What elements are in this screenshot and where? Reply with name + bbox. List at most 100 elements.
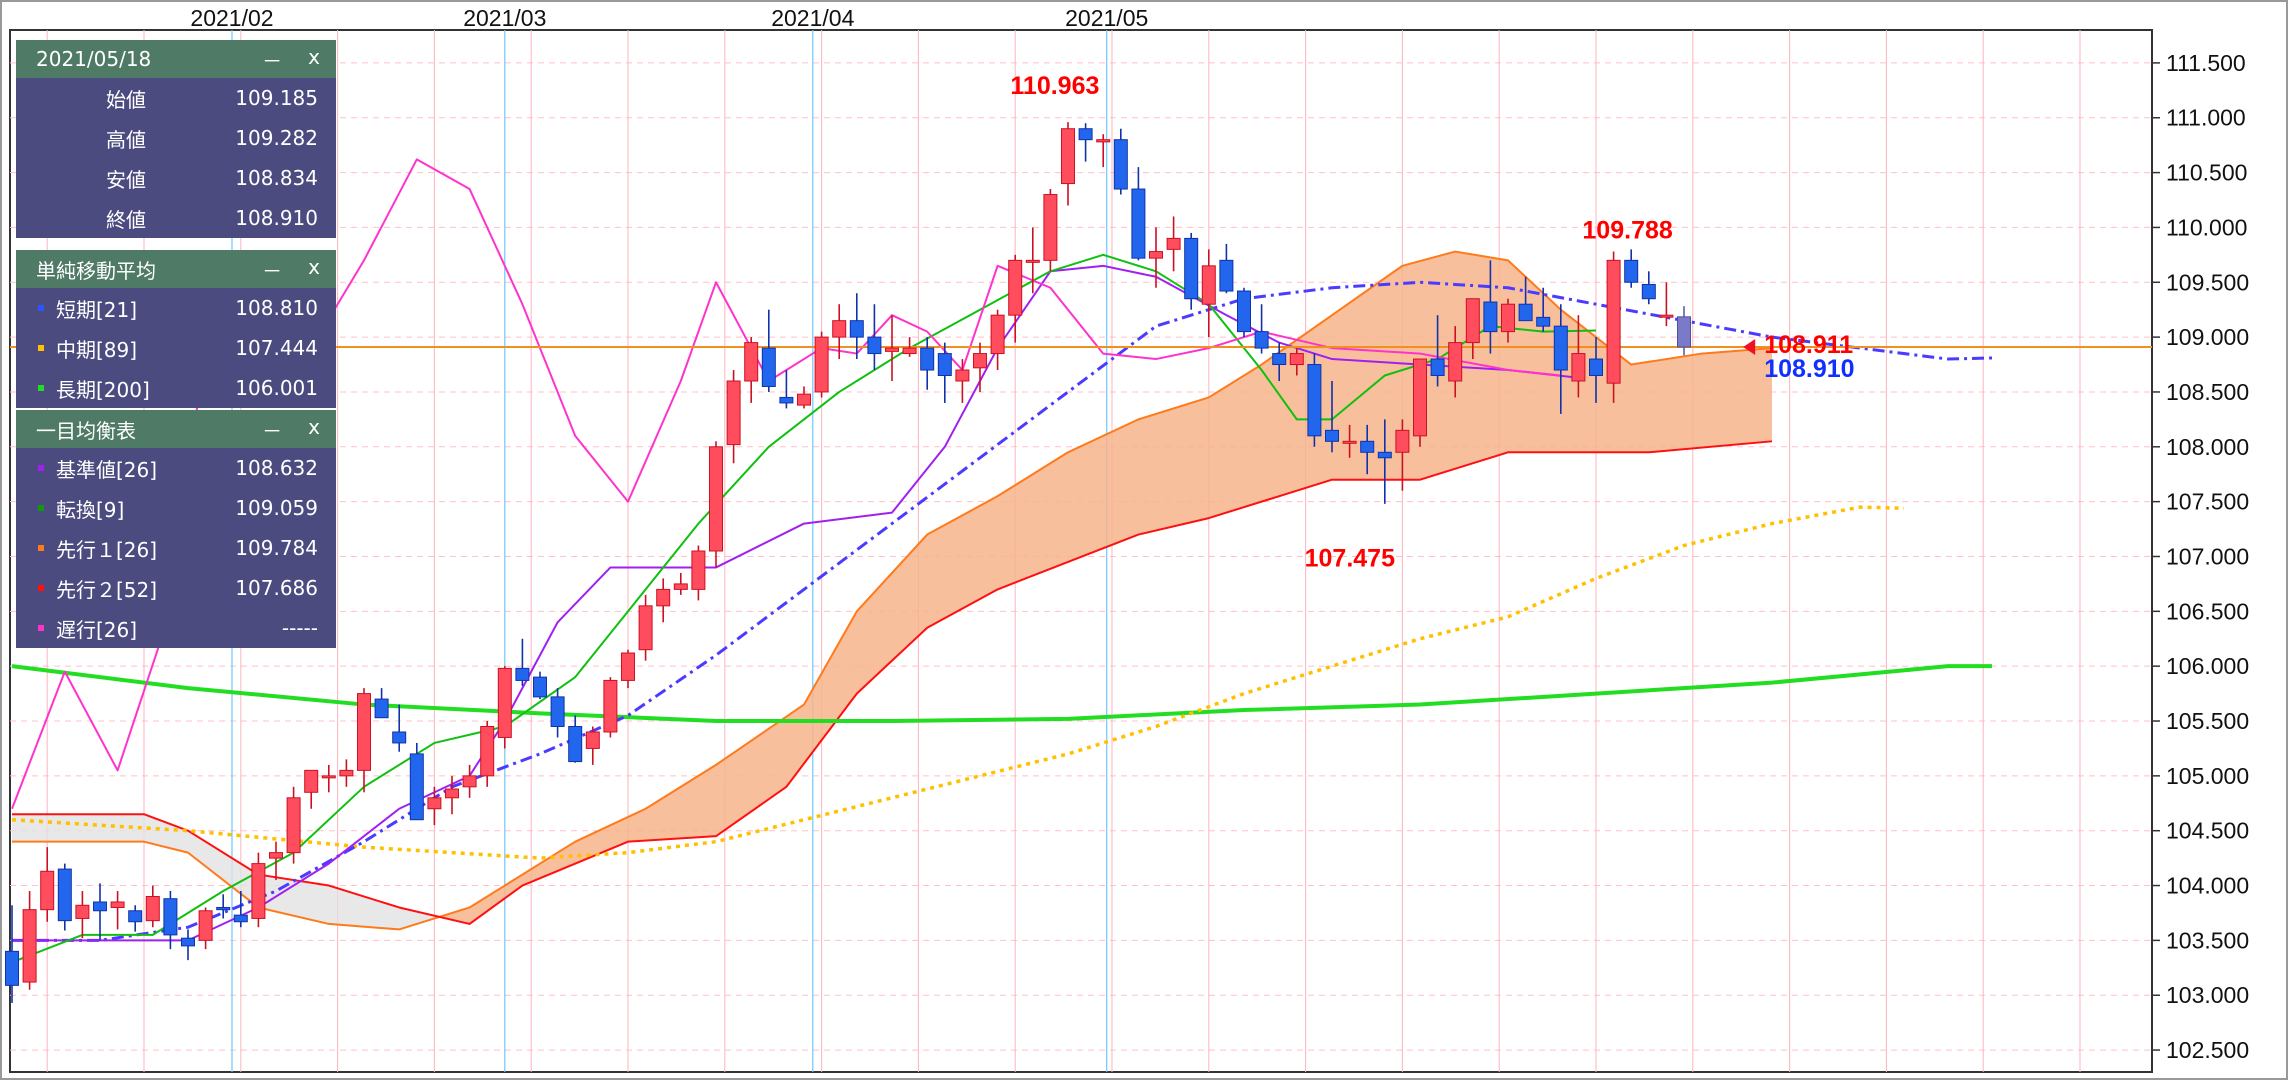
candle-body: [233, 914, 248, 923]
ichimoku-row-senkou1: 先行１[26] 109.784: [16, 528, 336, 568]
candle-body: [286, 797, 301, 854]
sma-panel-header: 単純移動平均 － x: [16, 250, 336, 288]
candle-body: [1589, 358, 1603, 377]
candle-body: [920, 347, 935, 371]
candle-body: [1448, 342, 1463, 382]
ichimoku-minimize-button[interactable]: －: [262, 418, 283, 443]
y-tick-label: 110.000: [2166, 214, 2247, 240]
sma-panel: 単純移動平均 － x 短期[21] 108.810 中期[89] 107.444 長…: [16, 250, 336, 408]
candle-body: [1237, 290, 1251, 333]
candle-body: [1061, 128, 1075, 185]
candle-body: [638, 605, 653, 651]
candle-body: [480, 725, 495, 777]
candle-body: [128, 910, 143, 923]
candle-body: [1377, 451, 1392, 459]
candle-body: [533, 676, 547, 698]
candle-body: [744, 342, 759, 382]
candle-body: [1395, 429, 1410, 453]
ichimoku-panel-title: 一目均衡表: [36, 418, 136, 443]
sma-long-marker: [38, 385, 44, 391]
sma-row-long: 長期[200] 106.001: [16, 368, 336, 408]
candle-body: [163, 898, 178, 936]
candle-body: [709, 446, 723, 552]
y-tick-label: 111.000: [2166, 105, 2246, 131]
candle-body: [568, 725, 583, 763]
tenkan-marker: [38, 505, 44, 511]
sma-minimize-button[interactable]: －: [262, 258, 283, 283]
y-tick-label: 103.000: [2166, 982, 2249, 1008]
candle-body: [1325, 429, 1339, 442]
candle-body: [392, 731, 407, 744]
senkou-span-b-line: [12, 440, 1773, 925]
candle-body: [1641, 283, 1656, 300]
candle-body: [726, 380, 741, 446]
ohlc-row-open: 始値 109.185: [106, 86, 318, 112]
candle-body: [462, 775, 477, 788]
candle-body: [1659, 314, 1674, 318]
candle-body: [603, 679, 618, 733]
candle-body: [1465, 298, 1480, 344]
senkou1-marker: [38, 545, 44, 551]
ichimoku-panel: 一目均衡表 － x 基準値[26] 108.632 転換[9] 109.059 先行…: [16, 410, 336, 648]
ohlc-row-low: 安値 108.834: [106, 166, 318, 192]
sma-mid-line: [11, 505, 1905, 860]
y-tick-label: 105.000: [2166, 763, 2249, 789]
ichimoku-row-chikou: 遅行[26] -----: [16, 608, 336, 648]
candle-body: [832, 320, 847, 338]
sma-row-short: 短期[21] 108.810: [16, 288, 336, 328]
kijun-marker: [38, 465, 44, 471]
candle-body: [357, 693, 371, 771]
candle-body: [902, 347, 917, 355]
candle-body: [1430, 358, 1445, 377]
ichimoku-close-button[interactable]: x: [308, 414, 320, 439]
candle-body: [216, 906, 231, 911]
candle-body: [1677, 316, 1691, 348]
y-tick-label: 111.500: [2166, 50, 2246, 76]
candle-body: [1078, 128, 1093, 141]
candle-body: [1553, 325, 1568, 371]
candle-body: [57, 868, 72, 922]
y-tick-label: 109.000: [2166, 324, 2249, 350]
ohlc-close-button[interactable]: x: [308, 44, 320, 69]
candle-body: [1254, 331, 1269, 349]
y-tick-label: 109.500: [2166, 269, 2249, 295]
candle-body: [1289, 353, 1304, 366]
candle-body: [1307, 364, 1322, 437]
candle-body: [1131, 188, 1146, 259]
ohlc-minimize-button[interactable]: －: [262, 48, 283, 73]
y-tick-label: 106.000: [2166, 653, 2249, 679]
candle-body: [1272, 353, 1287, 366]
candle-body: [1219, 259, 1234, 292]
candle-body: [22, 909, 37, 983]
sma-close-button[interactable]: x: [308, 254, 320, 279]
candle-body: [93, 901, 107, 912]
y-tick-label: 107.000: [2166, 543, 2249, 569]
ichimoku-row-kijun: 基準値[26] 108.632: [16, 448, 336, 488]
sma-row-mid: 中期[89] 107.444: [16, 328, 336, 368]
candle-body: [515, 667, 530, 681]
senkou2-marker: [38, 585, 44, 591]
candle-body: [5, 950, 19, 986]
candle-body: [110, 901, 125, 908]
sma-short-marker: [38, 305, 44, 311]
candle-body: [1571, 353, 1586, 382]
plot-area-border: [9, 29, 2153, 1073]
chikou-marker: [38, 625, 44, 631]
candle-body: [849, 320, 864, 338]
y-tick-label: 104.500: [2166, 818, 2249, 844]
candle-body: [1043, 194, 1058, 261]
ichimoku-panel-header: 一目均衡表 － x: [16, 410, 336, 448]
candle-body: [1096, 139, 1111, 143]
candle-body: [691, 550, 706, 590]
y-tick-label: 106.500: [2166, 598, 2249, 624]
x-tick-label: 2021/02: [190, 5, 273, 31]
x-tick-label: 2021/04: [771, 5, 854, 31]
candle-body: [867, 336, 882, 355]
candle-body: [1008, 259, 1023, 316]
candle-body: [761, 347, 776, 387]
senkou-span-a-line: [12, 250, 1773, 931]
candle-body: [181, 937, 195, 947]
y-tick-label: 103.500: [2166, 927, 2249, 953]
y-tick-label: 108.000: [2166, 434, 2249, 460]
candle-body: [409, 753, 424, 821]
